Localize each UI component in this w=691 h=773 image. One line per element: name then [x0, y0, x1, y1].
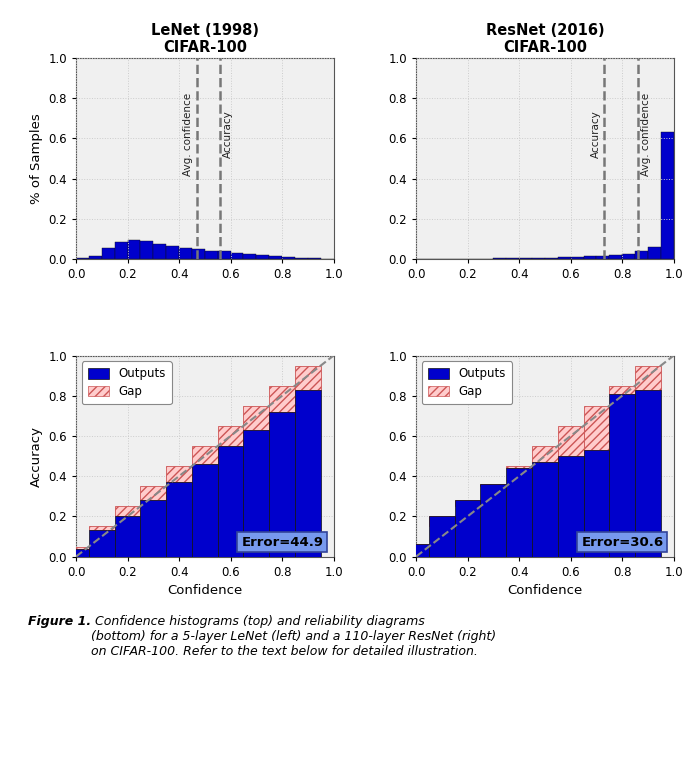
- Bar: [166, 482, 192, 557]
- Bar: [295, 390, 321, 557]
- Bar: [635, 390, 661, 557]
- Bar: [282, 257, 295, 259]
- Bar: [596, 256, 609, 259]
- Bar: [205, 250, 218, 259]
- Bar: [218, 426, 243, 446]
- Text: Avg. confidence: Avg. confidence: [641, 93, 651, 176]
- Y-axis label: Accuracy: Accuracy: [30, 426, 43, 486]
- Bar: [429, 516, 455, 557]
- Text: Figure 1.: Figure 1.: [28, 615, 91, 628]
- Legend: Outputs, Gap: Outputs, Gap: [82, 362, 172, 404]
- Bar: [269, 386, 295, 412]
- Bar: [404, 544, 429, 557]
- Bar: [140, 241, 153, 259]
- Bar: [166, 466, 192, 482]
- Bar: [635, 251, 648, 259]
- Title: ResNet (2016)
CIFAR-100: ResNet (2016) CIFAR-100: [486, 23, 604, 56]
- Bar: [102, 248, 115, 259]
- Bar: [584, 257, 596, 259]
- Bar: [455, 500, 480, 557]
- Bar: [166, 246, 179, 259]
- Bar: [648, 247, 661, 259]
- Bar: [532, 462, 558, 557]
- Text: Accuracy: Accuracy: [591, 111, 600, 158]
- X-axis label: Confidence: Confidence: [507, 584, 583, 598]
- Y-axis label: % of Samples: % of Samples: [30, 113, 43, 204]
- Bar: [571, 257, 584, 259]
- Bar: [404, 544, 429, 547]
- Text: Avg. confidence: Avg. confidence: [184, 93, 193, 176]
- Legend: Outputs, Gap: Outputs, Gap: [422, 362, 512, 404]
- Bar: [218, 251, 231, 259]
- X-axis label: Confidence: Confidence: [167, 584, 243, 598]
- Bar: [179, 248, 192, 259]
- Bar: [153, 244, 166, 259]
- Bar: [243, 254, 256, 259]
- Bar: [480, 484, 507, 486]
- Bar: [635, 366, 661, 390]
- Bar: [231, 253, 243, 259]
- Bar: [532, 446, 558, 462]
- Bar: [63, 549, 89, 557]
- Bar: [295, 257, 308, 259]
- Bar: [532, 258, 545, 259]
- Bar: [140, 500, 166, 557]
- Text: Accuracy: Accuracy: [223, 111, 233, 158]
- Bar: [609, 255, 622, 259]
- Bar: [519, 258, 532, 259]
- Bar: [308, 258, 321, 259]
- Bar: [115, 506, 140, 516]
- Title: LeNet (1998)
CIFAR-100: LeNet (1998) CIFAR-100: [151, 23, 259, 56]
- Bar: [558, 426, 584, 456]
- Bar: [243, 406, 269, 430]
- Bar: [192, 446, 218, 464]
- Bar: [507, 468, 532, 557]
- Bar: [140, 486, 166, 500]
- Bar: [661, 132, 674, 259]
- Bar: [89, 526, 115, 530]
- Bar: [584, 450, 609, 557]
- Bar: [558, 456, 584, 557]
- Bar: [192, 250, 205, 259]
- Bar: [63, 547, 89, 549]
- Bar: [269, 256, 282, 259]
- Bar: [243, 430, 269, 557]
- Bar: [609, 393, 635, 557]
- Bar: [429, 516, 455, 526]
- Text: Error=30.6: Error=30.6: [581, 536, 663, 549]
- Bar: [256, 255, 269, 259]
- Bar: [558, 257, 571, 259]
- Bar: [295, 366, 321, 390]
- Bar: [455, 500, 480, 506]
- Bar: [480, 484, 507, 557]
- Bar: [507, 466, 532, 468]
- Bar: [507, 258, 519, 259]
- Bar: [269, 412, 295, 557]
- Bar: [89, 256, 102, 259]
- Bar: [115, 242, 128, 259]
- Bar: [584, 406, 609, 450]
- Bar: [218, 446, 243, 557]
- Bar: [89, 530, 115, 557]
- Text: Error=44.9: Error=44.9: [241, 536, 323, 549]
- Bar: [128, 240, 140, 259]
- Bar: [609, 386, 635, 393]
- Bar: [115, 516, 140, 557]
- Bar: [545, 257, 558, 259]
- Bar: [192, 464, 218, 557]
- Bar: [622, 254, 635, 259]
- Text: Confidence histograms (top) and reliability diagrams
(bottom) for a 5-layer LeNe: Confidence histograms (top) and reliabil…: [91, 615, 496, 658]
